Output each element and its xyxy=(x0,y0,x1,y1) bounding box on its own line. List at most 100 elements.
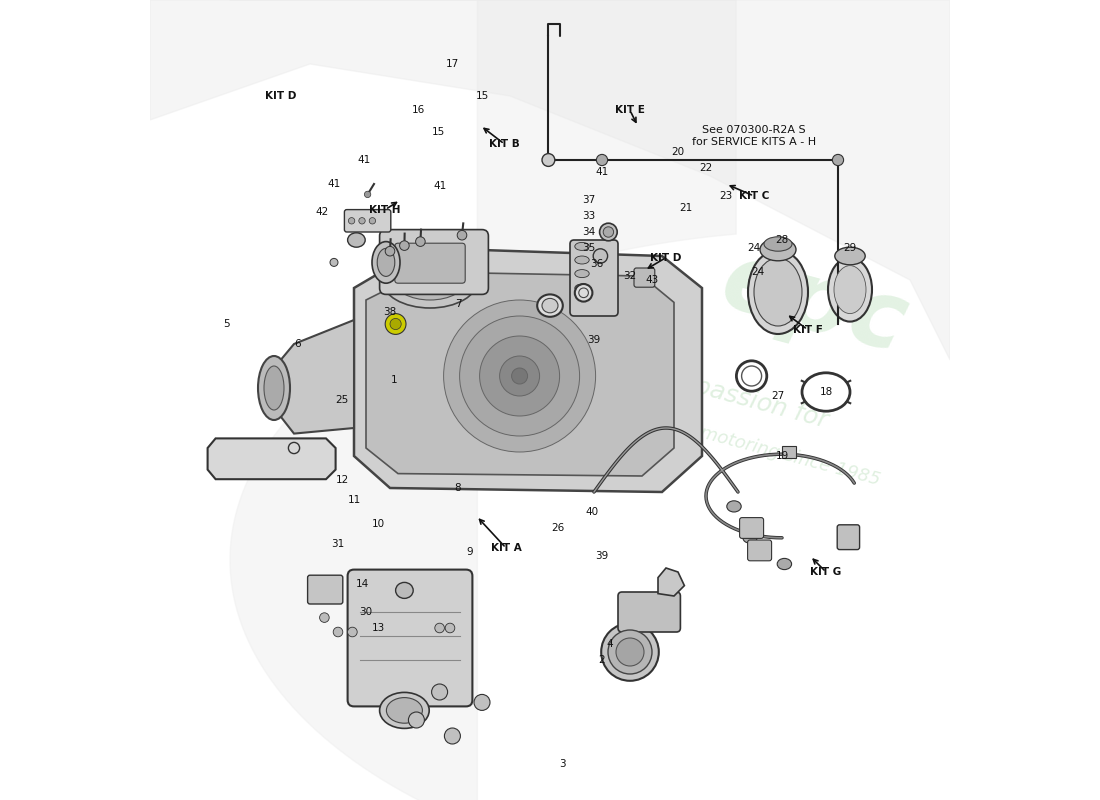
Ellipse shape xyxy=(575,270,590,278)
Polygon shape xyxy=(208,438,336,479)
Text: KIT C: KIT C xyxy=(739,191,769,201)
Text: 12: 12 xyxy=(336,475,349,485)
Text: a passion for: a passion for xyxy=(669,367,830,433)
Circle shape xyxy=(348,627,358,637)
FancyBboxPatch shape xyxy=(395,243,465,283)
Text: KIT H: KIT H xyxy=(370,205,400,214)
FancyBboxPatch shape xyxy=(618,592,681,632)
Text: 43: 43 xyxy=(645,275,658,285)
Text: 13: 13 xyxy=(372,623,385,633)
Ellipse shape xyxy=(608,630,652,674)
Text: 1: 1 xyxy=(390,375,397,385)
Bar xyxy=(782,446,796,458)
Ellipse shape xyxy=(382,252,478,308)
Text: 10: 10 xyxy=(372,519,385,529)
Ellipse shape xyxy=(778,558,792,570)
Ellipse shape xyxy=(575,284,590,292)
Text: 25: 25 xyxy=(336,395,349,405)
Ellipse shape xyxy=(764,237,792,251)
Text: 41: 41 xyxy=(595,167,608,177)
Text: KIT F: KIT F xyxy=(793,325,823,334)
Text: 36: 36 xyxy=(590,259,603,269)
Ellipse shape xyxy=(379,692,429,728)
Text: 37: 37 xyxy=(582,195,595,205)
Text: 6: 6 xyxy=(295,339,301,349)
Text: 24: 24 xyxy=(751,267,764,277)
Text: 5: 5 xyxy=(222,319,229,329)
Circle shape xyxy=(370,218,375,224)
FancyBboxPatch shape xyxy=(748,540,771,561)
Text: epc: epc xyxy=(712,235,916,373)
Text: 15: 15 xyxy=(431,127,444,137)
Text: 2: 2 xyxy=(598,655,605,665)
FancyBboxPatch shape xyxy=(379,230,488,294)
Ellipse shape xyxy=(760,238,796,261)
Text: 21: 21 xyxy=(680,203,693,213)
Circle shape xyxy=(458,230,466,240)
Text: 35: 35 xyxy=(582,243,595,253)
Text: KIT G: KIT G xyxy=(811,567,842,577)
Circle shape xyxy=(446,623,454,633)
Text: 39: 39 xyxy=(595,551,608,561)
Text: 19: 19 xyxy=(776,451,789,461)
Ellipse shape xyxy=(258,356,290,420)
Circle shape xyxy=(320,613,329,622)
Text: 40: 40 xyxy=(586,507,600,517)
Text: 29: 29 xyxy=(844,243,857,253)
Text: 41: 41 xyxy=(433,181,447,190)
FancyBboxPatch shape xyxy=(344,210,390,232)
Polygon shape xyxy=(658,568,684,596)
Text: 33: 33 xyxy=(582,211,595,221)
Circle shape xyxy=(480,336,560,416)
Circle shape xyxy=(434,623,444,633)
Text: KIT A: KIT A xyxy=(491,543,521,553)
Text: See 070300-R2A S
for SERVICE KITS A - H: See 070300-R2A S for SERVICE KITS A - H xyxy=(692,126,816,146)
Ellipse shape xyxy=(593,249,607,263)
Ellipse shape xyxy=(727,501,741,512)
Circle shape xyxy=(399,241,409,250)
Ellipse shape xyxy=(748,250,808,334)
Circle shape xyxy=(385,314,406,334)
FancyBboxPatch shape xyxy=(570,240,618,316)
Ellipse shape xyxy=(386,698,422,723)
Text: 9: 9 xyxy=(466,547,473,557)
Ellipse shape xyxy=(394,260,466,300)
Text: KIT D: KIT D xyxy=(650,253,682,262)
Text: 24: 24 xyxy=(747,243,760,253)
Text: 42: 42 xyxy=(316,207,329,217)
Ellipse shape xyxy=(575,256,590,264)
Circle shape xyxy=(349,218,355,224)
Ellipse shape xyxy=(602,623,659,681)
Text: 3: 3 xyxy=(559,759,565,769)
Ellipse shape xyxy=(537,294,563,317)
Circle shape xyxy=(596,154,607,166)
Circle shape xyxy=(444,728,461,744)
FancyBboxPatch shape xyxy=(739,518,763,538)
Text: 18: 18 xyxy=(820,387,833,397)
Ellipse shape xyxy=(372,242,400,283)
Text: 31: 31 xyxy=(331,539,344,549)
Ellipse shape xyxy=(542,298,558,313)
Text: motoring since 1985: motoring since 1985 xyxy=(697,423,882,489)
Text: 28: 28 xyxy=(776,235,789,245)
Text: 11: 11 xyxy=(348,495,361,505)
Text: 22: 22 xyxy=(700,163,713,173)
Text: 17: 17 xyxy=(446,59,459,69)
Ellipse shape xyxy=(754,258,802,326)
Circle shape xyxy=(499,356,540,396)
Text: 41: 41 xyxy=(328,179,341,189)
Circle shape xyxy=(542,154,554,166)
Text: 16: 16 xyxy=(411,106,425,115)
Polygon shape xyxy=(366,272,674,476)
Circle shape xyxy=(431,684,448,700)
Text: 14: 14 xyxy=(355,579,368,589)
Circle shape xyxy=(359,218,365,224)
Circle shape xyxy=(390,318,402,330)
FancyBboxPatch shape xyxy=(837,525,859,550)
Text: 15: 15 xyxy=(475,91,488,101)
Ellipse shape xyxy=(377,248,395,277)
FancyBboxPatch shape xyxy=(348,570,472,706)
FancyBboxPatch shape xyxy=(634,268,654,287)
Ellipse shape xyxy=(575,284,593,302)
Text: 4: 4 xyxy=(607,639,614,649)
